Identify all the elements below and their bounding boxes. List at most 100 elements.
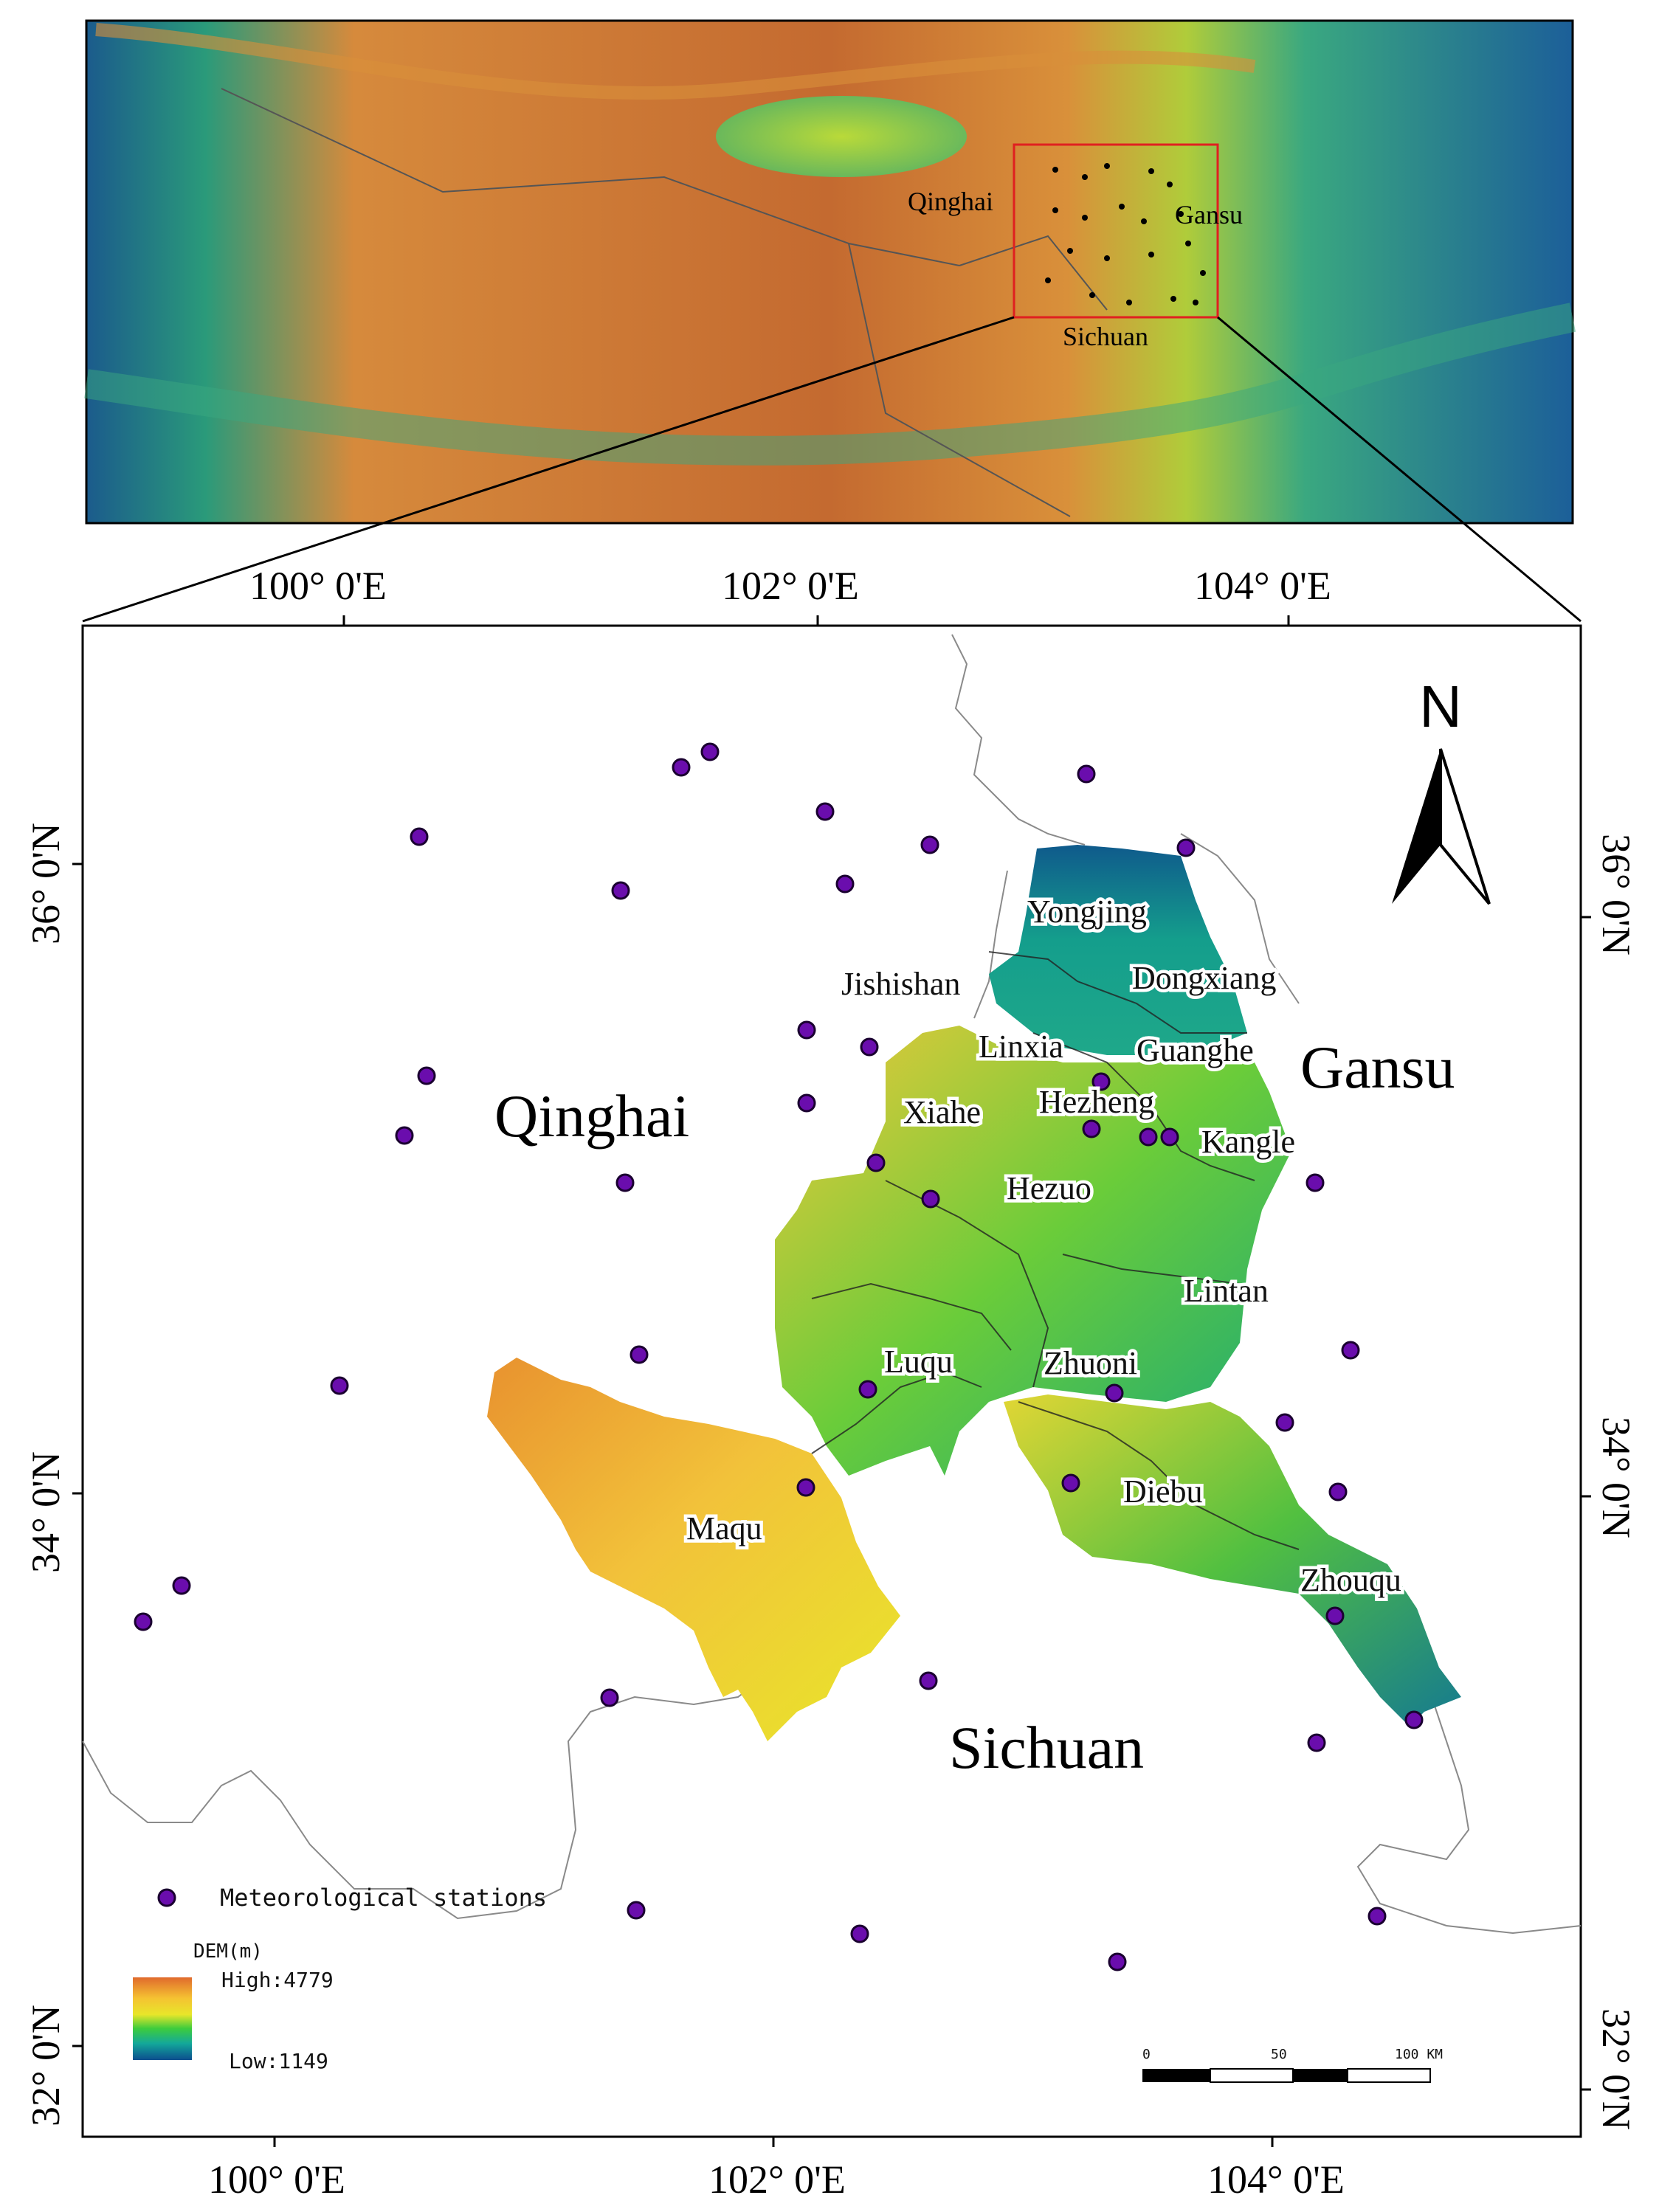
station-point (700, 742, 720, 761)
station-point (330, 1376, 349, 1395)
right-tick-label-36n: 36° 0'N (1594, 834, 1638, 955)
station-point (1108, 1952, 1127, 1971)
province-label-qinghai: Qinghai (494, 1082, 689, 1150)
station-point (860, 1037, 879, 1057)
station-point (395, 1126, 414, 1145)
dem-region-diebu-zhouqu (1004, 1394, 1461, 1727)
province-boundary-gansu-sichuan (1356, 1696, 1582, 1935)
station-point (172, 1576, 191, 1595)
county-label-zhouqu: Zhouqu (1300, 1562, 1401, 1598)
legend-dem-low: Low:1149 (229, 2049, 328, 2073)
inset-label-sichuan: Sichuan (1063, 322, 1148, 351)
station-point (611, 881, 630, 900)
station-point (1077, 764, 1096, 784)
county-label-xiahe: Xiahe (903, 1094, 981, 1130)
left-tick-label-36n: 36° 0'N (24, 823, 68, 944)
province-label-sichuan: Sichuan (949, 1714, 1144, 1781)
station-point (1307, 1733, 1326, 1752)
legend-station-label: Meteorological stations (220, 1884, 547, 1912)
bottom-tick-label-104e: 104° 0'E (1207, 2157, 1345, 2202)
station-point (1367, 1907, 1387, 1926)
county-labels: Yongjing Jishishan Dongxiang Linxia Guan… (683, 891, 1405, 1602)
station-markers (134, 742, 1424, 1971)
dem-region-maqu (487, 1358, 900, 1741)
station-point (858, 1380, 877, 1399)
legend-dem-high: High:4779 (221, 1968, 334, 1992)
county-label-dongxiang: Dongxiang (1132, 960, 1277, 996)
station-point (1139, 1127, 1158, 1147)
county-label-maqu: Maqu (686, 1510, 762, 1546)
scale-tick-100: 100 KM (1395, 2047, 1443, 2062)
station-point (1404, 1710, 1424, 1729)
station-point (627, 1901, 646, 1920)
station-point (1306, 1173, 1325, 1192)
top-tick-label-104e: 104° 0'E (1194, 564, 1331, 608)
station-point (1341, 1341, 1360, 1360)
county-label-diebu: Diebu (1123, 1473, 1203, 1510)
station-point (797, 1093, 816, 1113)
station-point (410, 827, 429, 846)
county-label-guanghe: Guanghe (1137, 1032, 1254, 1068)
county-label-hezuo: Hezuo (1007, 1170, 1091, 1206)
station-point (672, 758, 691, 777)
north-arrow-label: N (1419, 674, 1462, 739)
station-point (1160, 1127, 1179, 1147)
legend-station-symbol (157, 1888, 176, 1907)
station-point (1328, 1482, 1348, 1501)
province-label-gansu: Gansu (1300, 1034, 1455, 1101)
right-tick-label-32n: 32° 0'N (1594, 2008, 1638, 2130)
bottom-tick-label-100e: 100° 0'E (208, 2157, 345, 2202)
top-tick-label-100e: 100° 0'E (249, 564, 387, 608)
bottom-tick-label-102e: 102° 0'E (708, 2157, 846, 2202)
north-arrow-right-half (1439, 748, 1491, 905)
north-arrow: N (1392, 674, 1491, 905)
county-label-jishishan: Jishishan (841, 966, 960, 1002)
station-point (134, 1612, 153, 1631)
province-boundary-qinghai-sichuan (82, 1674, 768, 1920)
station-point (866, 1153, 886, 1172)
county-label-lintan: Lintan (1184, 1273, 1269, 1309)
inset-map: Qinghai Gansu Sichuan (84, 19, 1576, 525)
station-point (796, 1478, 815, 1497)
study-area-box (1013, 143, 1219, 319)
inset-ridge-south (84, 303, 1576, 466)
inset-label-qinghai: Qinghai (908, 187, 993, 216)
scale-tick-0: 0 (1142, 2047, 1151, 2062)
station-point (797, 1020, 816, 1040)
legend: Meteorological stations DEM(m) High:4779… (133, 1884, 547, 2073)
scale-bar: 0 50 100 KM (1142, 2047, 1443, 2083)
station-point (1275, 1413, 1294, 1432)
province-boundary-north (951, 634, 1300, 1019)
legend-dem-colorbar (133, 1977, 192, 2060)
scale-tick-50: 50 (1271, 2047, 1287, 2062)
axis-labels: 100° 0'E 102° 0'E 104° 0'E 100° 0'E 102°… (24, 564, 1638, 2202)
station-point (1091, 1072, 1111, 1091)
left-tick-label-32n: 32° 0'N (24, 2005, 68, 2126)
graticule-ticks (72, 615, 1591, 2147)
station-point (835, 874, 855, 894)
connector-line-right (1217, 316, 1582, 623)
station-point (919, 1671, 938, 1690)
inset-label-gansu: Gansu (1175, 200, 1243, 229)
station-point (1061, 1473, 1080, 1493)
county-label-yongjing: Yongjing (1027, 894, 1147, 930)
station-point (615, 1173, 635, 1192)
county-label-zhuoni: Zhuoni (1044, 1345, 1137, 1381)
station-point (1176, 838, 1196, 857)
station-point (850, 1924, 869, 1943)
qaidam-basin (716, 96, 967, 177)
station-point (1325, 1606, 1345, 1625)
left-tick-label-34n: 34° 0'N (24, 1451, 68, 1573)
inset-stations (1045, 163, 1206, 305)
county-label-kangle: Kangle (1201, 1124, 1295, 1160)
dem-region-linxia (989, 845, 1247, 1055)
station-point (921, 1189, 940, 1209)
county-label-hezheng: Hezheng (1039, 1084, 1154, 1120)
main-map: Qinghai Gansu Sichuan Yongjing Jishishan… (81, 624, 1582, 2138)
right-tick-label-34n: 34° 0'N (1594, 1417, 1638, 1538)
station-point (1082, 1119, 1101, 1138)
station-point (630, 1345, 649, 1364)
north-arrow-left-half (1392, 749, 1441, 904)
county-label-luqu: Luqu (884, 1344, 953, 1380)
